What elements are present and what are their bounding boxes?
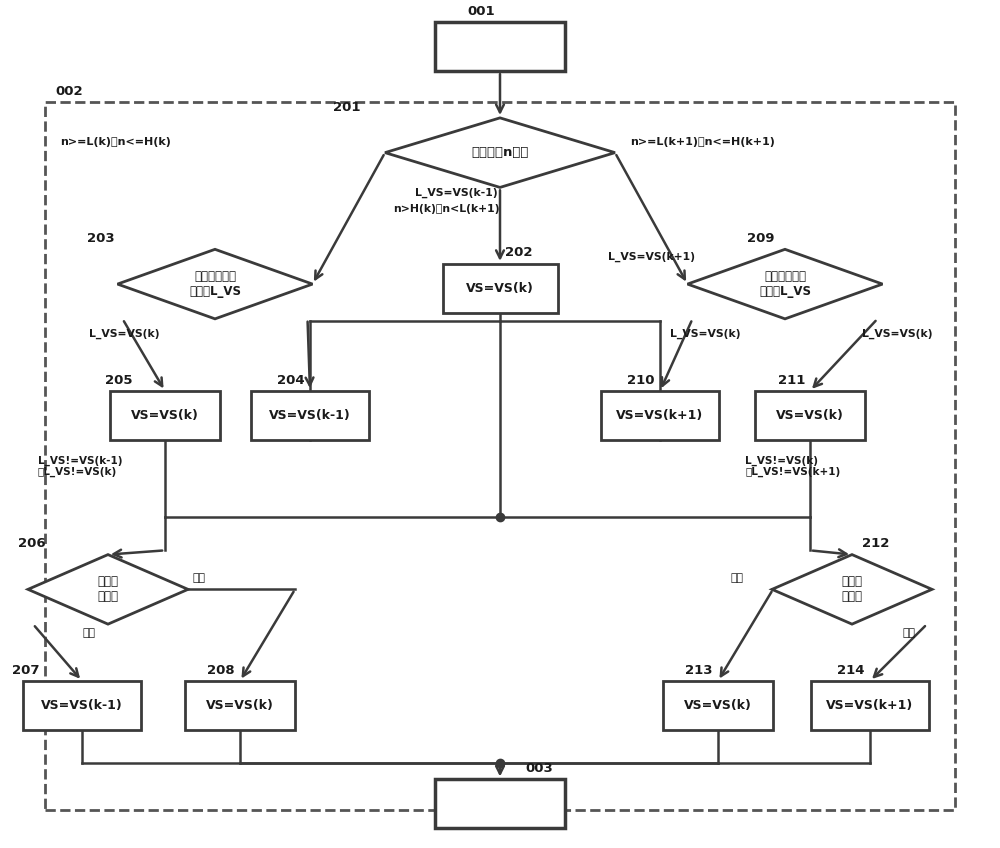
- FancyBboxPatch shape: [251, 391, 369, 440]
- Text: 003: 003: [525, 762, 553, 775]
- FancyBboxPatch shape: [110, 391, 220, 440]
- Text: 202: 202: [505, 247, 532, 259]
- Text: VS=VS(k): VS=VS(k): [131, 409, 199, 422]
- Text: VS=VS(k): VS=VS(k): [466, 282, 534, 295]
- Text: 加速还
是减速: 加速还 是减速: [842, 575, 862, 604]
- Text: VS=VS(k): VS=VS(k): [206, 699, 274, 712]
- Text: 207: 207: [12, 664, 40, 677]
- Text: 213: 213: [686, 664, 713, 677]
- Text: L_VS=VS(k-1): L_VS=VS(k-1): [415, 187, 498, 198]
- Text: 205: 205: [105, 374, 132, 387]
- Text: 002: 002: [55, 85, 83, 98]
- FancyBboxPatch shape: [811, 681, 929, 730]
- FancyBboxPatch shape: [435, 22, 565, 71]
- Text: 判断上一周期
转速段L_VS: 判断上一周期 转速段L_VS: [189, 270, 241, 298]
- Text: 判断上一周期
转速段L_VS: 判断上一周期 转速段L_VS: [759, 270, 811, 298]
- Text: 201: 201: [332, 101, 360, 114]
- Text: VS=VS(k-1): VS=VS(k-1): [41, 699, 123, 712]
- Text: 204: 204: [277, 374, 305, 387]
- Text: 加速: 加速: [730, 573, 743, 583]
- Text: 加速: 加速: [82, 628, 95, 638]
- Text: n>H(k)且n<L(k+1): n>H(k)且n<L(k+1): [393, 204, 500, 214]
- Text: L_VS!=VS(k-1)
且L_VS!=VS(k): L_VS!=VS(k-1) 且L_VS!=VS(k): [38, 455, 122, 477]
- Text: VS=VS(k+1): VS=VS(k+1): [826, 699, 914, 712]
- Text: 214: 214: [838, 664, 865, 677]
- Text: 206: 206: [18, 538, 46, 550]
- Text: 211: 211: [778, 374, 805, 387]
- Text: 001: 001: [467, 5, 495, 18]
- Text: 203: 203: [87, 232, 115, 245]
- Text: VS=VS(k+1): VS=VS(k+1): [616, 409, 704, 422]
- Text: 212: 212: [862, 538, 889, 550]
- FancyBboxPatch shape: [663, 681, 773, 730]
- Text: n>=L(k+1)且n<=H(k+1): n>=L(k+1)且n<=H(k+1): [630, 137, 775, 147]
- FancyBboxPatch shape: [23, 681, 141, 730]
- FancyBboxPatch shape: [185, 681, 295, 730]
- Text: L_VS=VS(k+1): L_VS=VS(k+1): [608, 252, 695, 262]
- Text: L_VS=VS(k): L_VS=VS(k): [89, 329, 160, 339]
- Polygon shape: [28, 555, 188, 624]
- Text: 加速还
是减速: 加速还 是减速: [98, 575, 119, 604]
- FancyBboxPatch shape: [442, 264, 558, 313]
- Polygon shape: [385, 118, 615, 187]
- Polygon shape: [118, 249, 312, 319]
- Text: L_VS=VS(k): L_VS=VS(k): [862, 329, 932, 339]
- Text: 210: 210: [628, 374, 655, 387]
- Text: VS=VS(k-1): VS=VS(k-1): [269, 409, 351, 422]
- Polygon shape: [772, 555, 932, 624]
- Text: L_VS!=VS(k)
且L_VS!=VS(k+1): L_VS!=VS(k) 且L_VS!=VS(k+1): [745, 455, 840, 477]
- FancyBboxPatch shape: [755, 391, 865, 440]
- Text: 209: 209: [748, 232, 775, 245]
- FancyBboxPatch shape: [601, 391, 719, 440]
- Text: n>=L(k)且n<=H(k): n>=L(k)且n<=H(k): [60, 137, 171, 147]
- Text: 减速: 减速: [902, 628, 915, 638]
- Text: L_VS=VS(k): L_VS=VS(k): [670, 329, 740, 339]
- Text: 减速: 减速: [192, 573, 205, 583]
- Text: VS=VS(k): VS=VS(k): [776, 409, 844, 422]
- Text: 208: 208: [207, 664, 235, 677]
- Text: VS=VS(k): VS=VS(k): [684, 699, 752, 712]
- Polygon shape: [688, 249, 883, 319]
- FancyBboxPatch shape: [435, 779, 565, 828]
- Text: 判断转速n大小: 判断转速n大小: [471, 146, 529, 159]
